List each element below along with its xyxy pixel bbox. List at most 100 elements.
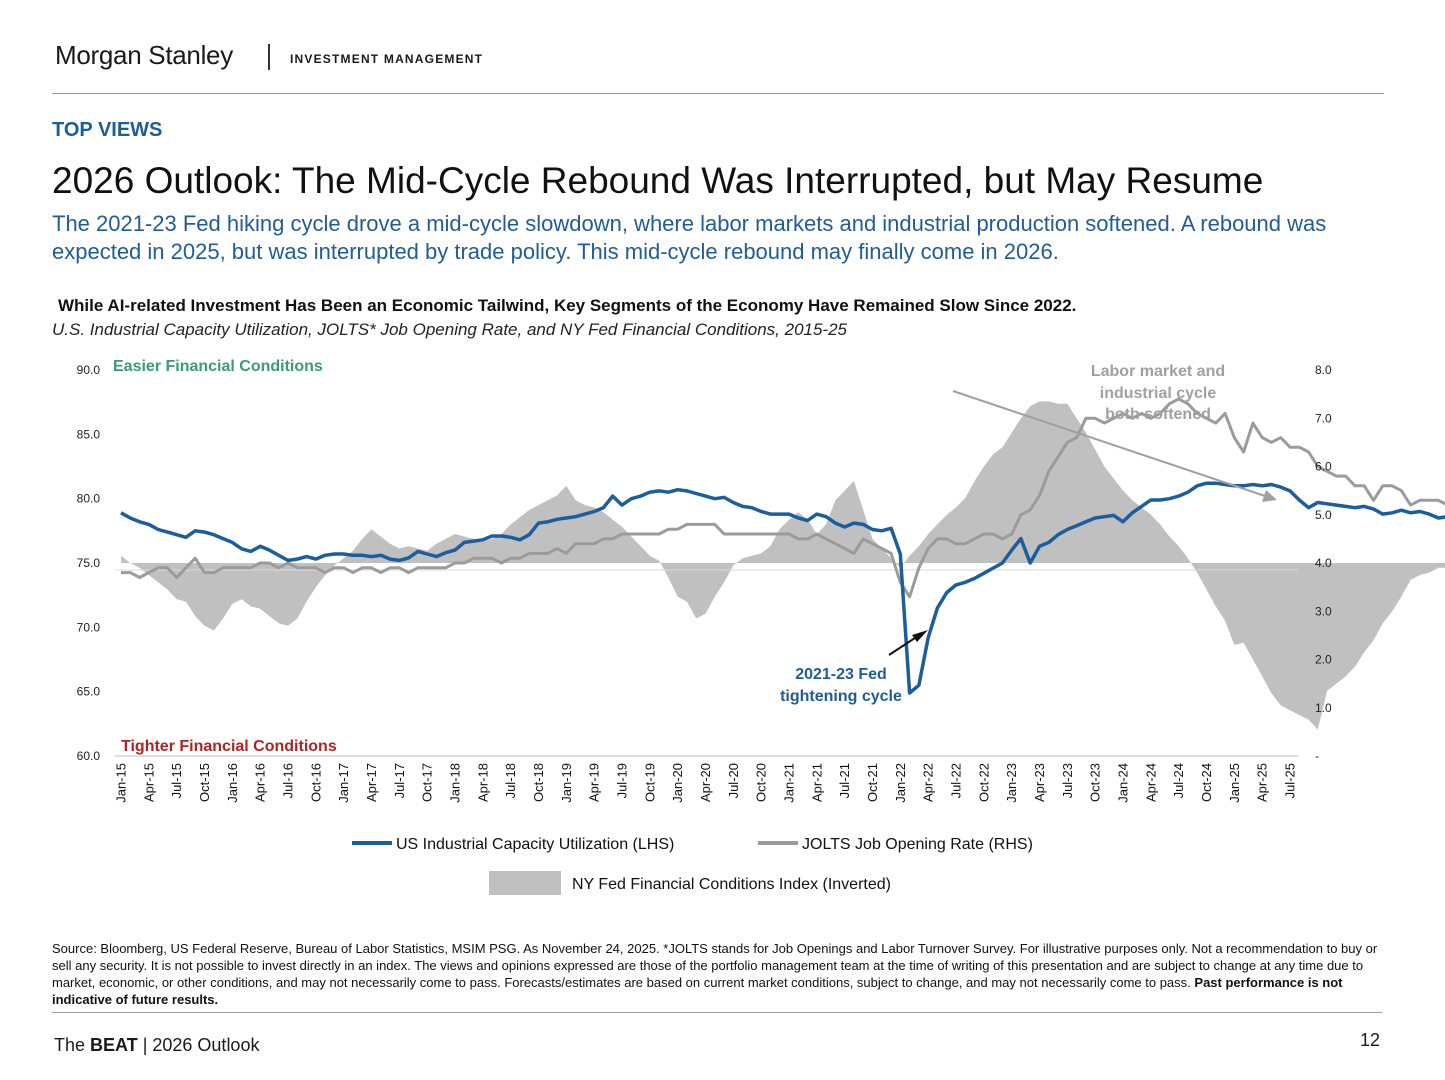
source-text: Source: Bloomberg, US Federal Reserve, B… (52, 941, 1378, 990)
x-axis-ticks: Jan-15 Apr-15 Jul-15 Oct-15 Jan-16 Apr-16 Jul-… (114, 763, 1298, 803)
right-axis-tick-label: - (1315, 749, 1319, 763)
x-axis-tick-label: Oct-24 (1199, 763, 1214, 802)
x-axis-tick-label: Jul-20 (726, 763, 741, 798)
fed-label-line-2: tightening cycle (780, 688, 902, 705)
x-axis-tick-label: Jul-16 (281, 763, 296, 798)
fci-area (121, 401, 1445, 730)
x-axis-tick-label: Jul-15 (169, 763, 184, 798)
x-axis-tick-label: Oct-20 (754, 763, 769, 802)
x-axis-tick-label: Oct-23 (1088, 763, 1103, 802)
x-axis-tick-label: Apr-25 (1255, 763, 1270, 802)
beat-prefix: The (54, 1035, 91, 1055)
x-axis-tick-label: Jan-23 (1004, 763, 1019, 803)
right-axis-tick-label: 8.0 (1315, 363, 1332, 377)
capacity-line-layer (120, 481, 1445, 695)
softened-label-line-2: industrial cycle (1100, 385, 1217, 402)
x-axis-tick-label: Oct-22 (976, 763, 991, 802)
x-axis-tick-label: Apr-16 (253, 763, 268, 802)
x-axis-tick-label: Jan-15 (114, 763, 129, 803)
chart-subtitle: U.S. Industrial Capacity Utilization, JO… (52, 320, 848, 339)
x-axis-tick-label: Jul-19 (615, 763, 630, 798)
x-axis-tick-label: Jan-24 (1116, 763, 1131, 803)
legend-jolts-label: JOLTS Job Opening Rate (RHS) (802, 836, 1033, 853)
right-axis-tick-label: 1.0 (1315, 701, 1332, 715)
x-axis-tick-label: Jul-17 (392, 763, 407, 798)
softened-label-line-1: Labor market and (1091, 363, 1225, 380)
softened-label-line-3: both softened (1105, 406, 1211, 423)
left-axis-tick-label: 60.0 (77, 749, 101, 763)
x-axis-tick-label: Oct-21 (865, 763, 880, 802)
beat-suffix: | 2026 Outlook (137, 1035, 260, 1055)
x-axis-tick-label: Apr-21 (809, 763, 824, 802)
left-axis-tick-label: 80.0 (77, 492, 101, 506)
jolts-line (121, 397, 1445, 599)
legend-fci-swatch (489, 871, 561, 895)
x-axis-tick-label: Apr-15 (141, 763, 156, 802)
left-axis-tick-label: 90.0 (77, 363, 101, 377)
footer-rule (52, 1012, 1382, 1013)
brand-divider (268, 44, 270, 70)
fed-arrow-head (912, 630, 928, 642)
tighter-conditions-label: Tighter Financial Conditions (121, 738, 337, 755)
x-axis-tick-label: Oct-16 (308, 763, 323, 802)
brand-logo: Morgan Stanley (55, 40, 233, 70)
right-axis-tick-label: 7.0 (1315, 411, 1332, 425)
left-axis: 90.0 85.0 80.0 75.0 70.0 65.0 60.0 (77, 363, 101, 763)
x-axis-tick-label: Apr-22 (921, 763, 936, 802)
right-axis: 8.0 7.0 6.0 5.0 4.0 3.0 2.0 1.0 - (1315, 363, 1332, 763)
left-axis-tick-label: 85.0 (77, 427, 101, 441)
softened-arrow-line (952, 390, 1269, 498)
right-axis-tick-label: 4.0 (1315, 556, 1332, 570)
left-axis-tick-label: 70.0 (77, 620, 101, 634)
x-axis-tick-label: Apr-17 (364, 763, 379, 802)
jolts-line-layer (121, 397, 1445, 599)
x-axis-tick-label: Jan-19 (559, 763, 574, 803)
x-axis-tick-label: Jan-20 (670, 763, 685, 803)
legend-fci-label: NY Fed Financial Conditions Index (Inver… (572, 876, 891, 893)
page-number: 12 (1360, 1030, 1381, 1050)
publication-label: The BEAT | 2026 Outlook (54, 1035, 259, 1056)
fci-area-layer (121, 401, 1445, 730)
x-axis-tick-label: Jan-22 (893, 763, 908, 803)
chart-canvas: 90.0 85.0 80.0 75.0 70.0 65.0 60.0 8.0 7.0 6.0 5.… (77, 358, 1445, 895)
x-axis-tick-label: Apr-24 (1143, 763, 1158, 802)
x-axis-tick-label: Jan-21 (782, 763, 797, 803)
x-axis-tick-label: Jan-16 (225, 763, 240, 803)
source-note: Source: Bloomberg, US Federal Reserve, B… (52, 940, 1382, 1008)
left-axis-tick-label: 65.0 (77, 685, 101, 699)
section-label: TOP VIEWS (52, 119, 163, 141)
softened-arrow-head (1262, 490, 1277, 502)
x-axis-tick-label: Oct-17 (420, 763, 435, 802)
x-axis-tick-label: Jul-22 (949, 763, 964, 798)
right-axis-tick-label: 2.0 (1315, 653, 1332, 667)
capacity-line (120, 481, 1445, 695)
page-title: 2026 Outlook: The Mid-Cycle Rebound Was … (52, 160, 1264, 201)
x-axis-tick-label: Apr-20 (698, 763, 713, 802)
page-subtitle: The 2021-23 Fed hiking cycle drove a mid… (52, 211, 1327, 264)
x-axis-tick-label: Jul-23 (1060, 763, 1075, 798)
x-axis-tick-label: Oct-18 (531, 763, 546, 802)
fed-label-line-1: 2021-23 Fed (795, 666, 887, 683)
x-axis-tick-label: Jan-18 (448, 763, 463, 803)
x-axis-tick-label: Oct-19 (642, 763, 657, 802)
x-axis-tick-label: Jan-17 (336, 763, 351, 803)
left-axis-tick-label: 75.0 (77, 556, 101, 570)
chart-title: While AI-related Investment Has Been an … (58, 296, 1077, 315)
beat-bold: BEAT (90, 1035, 138, 1055)
legend-capacity-label: US Industrial Capacity Utilization (LHS) (396, 836, 674, 853)
x-axis-tick-label: Jan-25 (1227, 763, 1242, 803)
right-axis-tick-label: 6.0 (1315, 460, 1332, 474)
right-axis-tick-label: 5.0 (1315, 508, 1332, 522)
header-rule (52, 93, 1384, 94)
x-axis-tick-label: Apr-18 (475, 763, 490, 802)
brand-subtitle: INVESTMENT MANAGEMENT (290, 52, 484, 66)
x-axis-tick-label: Apr-19 (587, 763, 602, 802)
right-axis-tick-label: 3.0 (1315, 604, 1332, 618)
x-axis-tick-label: Jul-25 (1283, 763, 1298, 798)
x-axis-tick-label: Jul-21 (837, 763, 852, 798)
x-axis-tick-label: Apr-23 (1032, 763, 1047, 802)
x-axis-tick-label: Oct-15 (197, 763, 212, 802)
x-axis-tick-label: Jul-18 (503, 763, 518, 798)
easier-conditions-label: Easier Financial Conditions (113, 358, 323, 375)
x-axis-tick-label: Jul-24 (1171, 763, 1186, 798)
